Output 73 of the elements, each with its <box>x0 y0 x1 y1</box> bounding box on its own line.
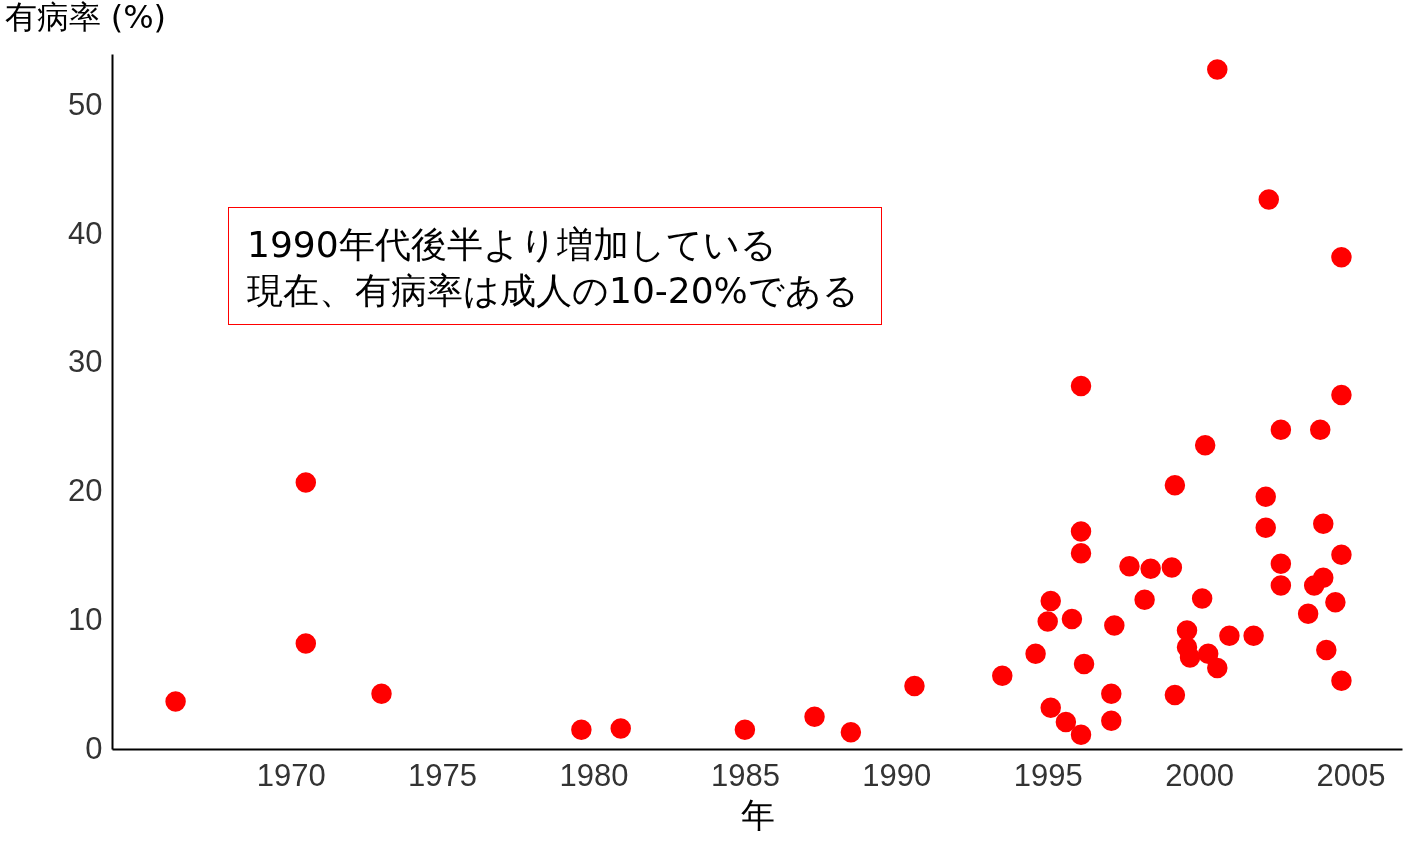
point <box>1255 517 1276 538</box>
y-tick-label: 0 <box>85 730 103 766</box>
point <box>1331 247 1352 268</box>
point <box>1164 474 1186 496</box>
y-tick-label: 50 <box>68 86 103 122</box>
y-tick-label: 30 <box>68 344 103 380</box>
point <box>1176 620 1198 641</box>
point <box>1025 643 1046 664</box>
x-tick-label: 1990 <box>862 757 932 793</box>
y-tick-label: 10 <box>68 601 103 637</box>
point <box>1331 544 1352 565</box>
point <box>1070 375 1092 397</box>
point <box>1297 603 1319 625</box>
point <box>1140 558 1161 580</box>
x-tick-label: 1975 <box>408 757 478 793</box>
point <box>1313 567 1334 589</box>
point <box>734 719 756 740</box>
point <box>1073 653 1095 675</box>
point <box>1070 521 1092 542</box>
point <box>1040 697 1061 719</box>
point <box>1316 639 1337 661</box>
point <box>165 691 186 712</box>
point <box>804 706 825 728</box>
x-axis-title: 年 <box>740 794 775 835</box>
point <box>1179 647 1201 668</box>
point <box>1309 419 1331 441</box>
point <box>1101 710 1122 731</box>
x-tick-label: 1980 <box>559 757 629 793</box>
point <box>1104 615 1125 636</box>
point <box>1207 657 1228 679</box>
point <box>1191 588 1213 609</box>
point <box>1255 486 1276 507</box>
y-tick-label: 40 <box>68 215 103 251</box>
point <box>1194 435 1216 456</box>
point <box>1161 557 1183 578</box>
point <box>1258 189 1280 210</box>
point <box>1134 589 1155 610</box>
point <box>1270 553 1292 574</box>
point <box>992 665 1013 686</box>
x-tick-label: 1995 <box>1013 757 1083 793</box>
point <box>1061 608 1083 630</box>
point <box>571 719 592 740</box>
point <box>1037 611 1058 632</box>
point <box>1040 590 1061 612</box>
point <box>1331 670 1352 692</box>
x-tick-label: 1970 <box>256 757 326 793</box>
point <box>1055 711 1077 733</box>
point <box>1164 684 1186 706</box>
point <box>840 722 862 743</box>
point <box>1070 724 1092 746</box>
point <box>1219 625 1240 646</box>
point <box>1313 513 1334 534</box>
x-tick-label: 2005 <box>1316 757 1386 793</box>
point <box>1270 575 1292 596</box>
point <box>1070 543 1092 564</box>
point <box>1270 419 1292 441</box>
point <box>610 718 631 739</box>
point <box>904 675 925 697</box>
annotation: 現在、有病率は成人の10-20%である <box>247 269 859 313</box>
point <box>1207 59 1228 80</box>
point <box>371 683 392 704</box>
x-tick-label: 2000 <box>1165 757 1235 793</box>
point <box>1119 556 1140 577</box>
annotation: 1990年代後半より増加している <box>247 223 778 267</box>
x-tick-label: 1985 <box>710 757 780 793</box>
point <box>295 633 317 654</box>
y-tick-label: 20 <box>68 473 103 509</box>
point <box>1101 683 1122 704</box>
y-axis-title: 有病率 (%) <box>4 0 167 36</box>
point <box>1325 592 1346 613</box>
point <box>1331 384 1352 406</box>
point <box>295 472 317 493</box>
point <box>1243 625 1264 646</box>
